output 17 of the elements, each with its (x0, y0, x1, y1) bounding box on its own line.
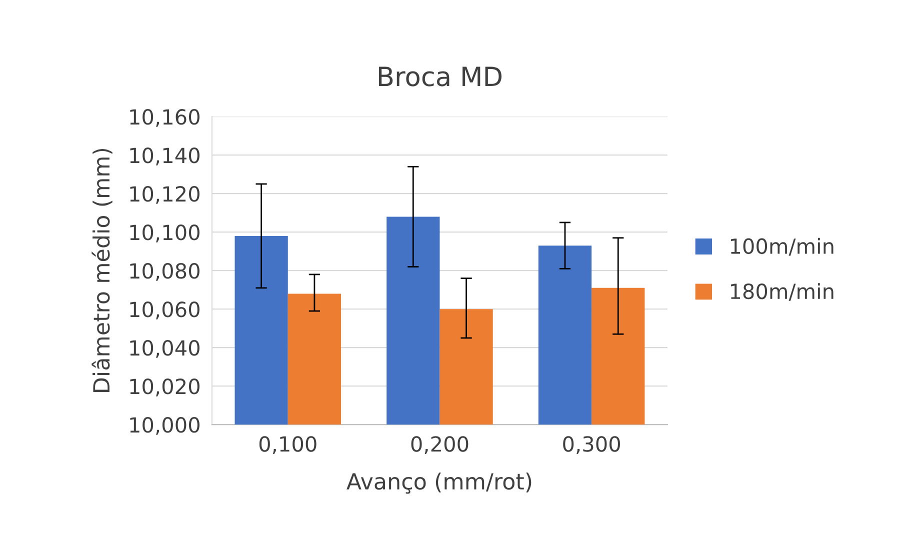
y-tick-label: 10,040 (130, 340, 200, 358)
y-axis-title: Diâmetro médio (mm) (92, 148, 112, 392)
x-tick-label: 0,300 (563, 436, 620, 454)
y-tick-label: 10,160 (130, 109, 200, 127)
y-tick-label: 10,080 (130, 263, 200, 281)
y-tick-label: 10,060 (130, 302, 200, 320)
legend-label: 100m/min (730, 238, 834, 256)
x-tick-label: 0,100 (259, 436, 316, 454)
y-tick-label: 10,100 (130, 224, 200, 242)
y-tick-label: 10,120 (130, 186, 200, 204)
legend-label: 180m/min (730, 283, 834, 301)
y-tick-label: 10,000 (130, 417, 200, 435)
y-tick-label: 10,140 (130, 148, 200, 166)
x-axis-title: Avanço (mm/rot) (346, 472, 532, 494)
chart-title: Broca MD (378, 66, 502, 86)
y-tick-label: 10,020 (130, 378, 200, 396)
x-tick-label: 0,200 (411, 436, 468, 454)
